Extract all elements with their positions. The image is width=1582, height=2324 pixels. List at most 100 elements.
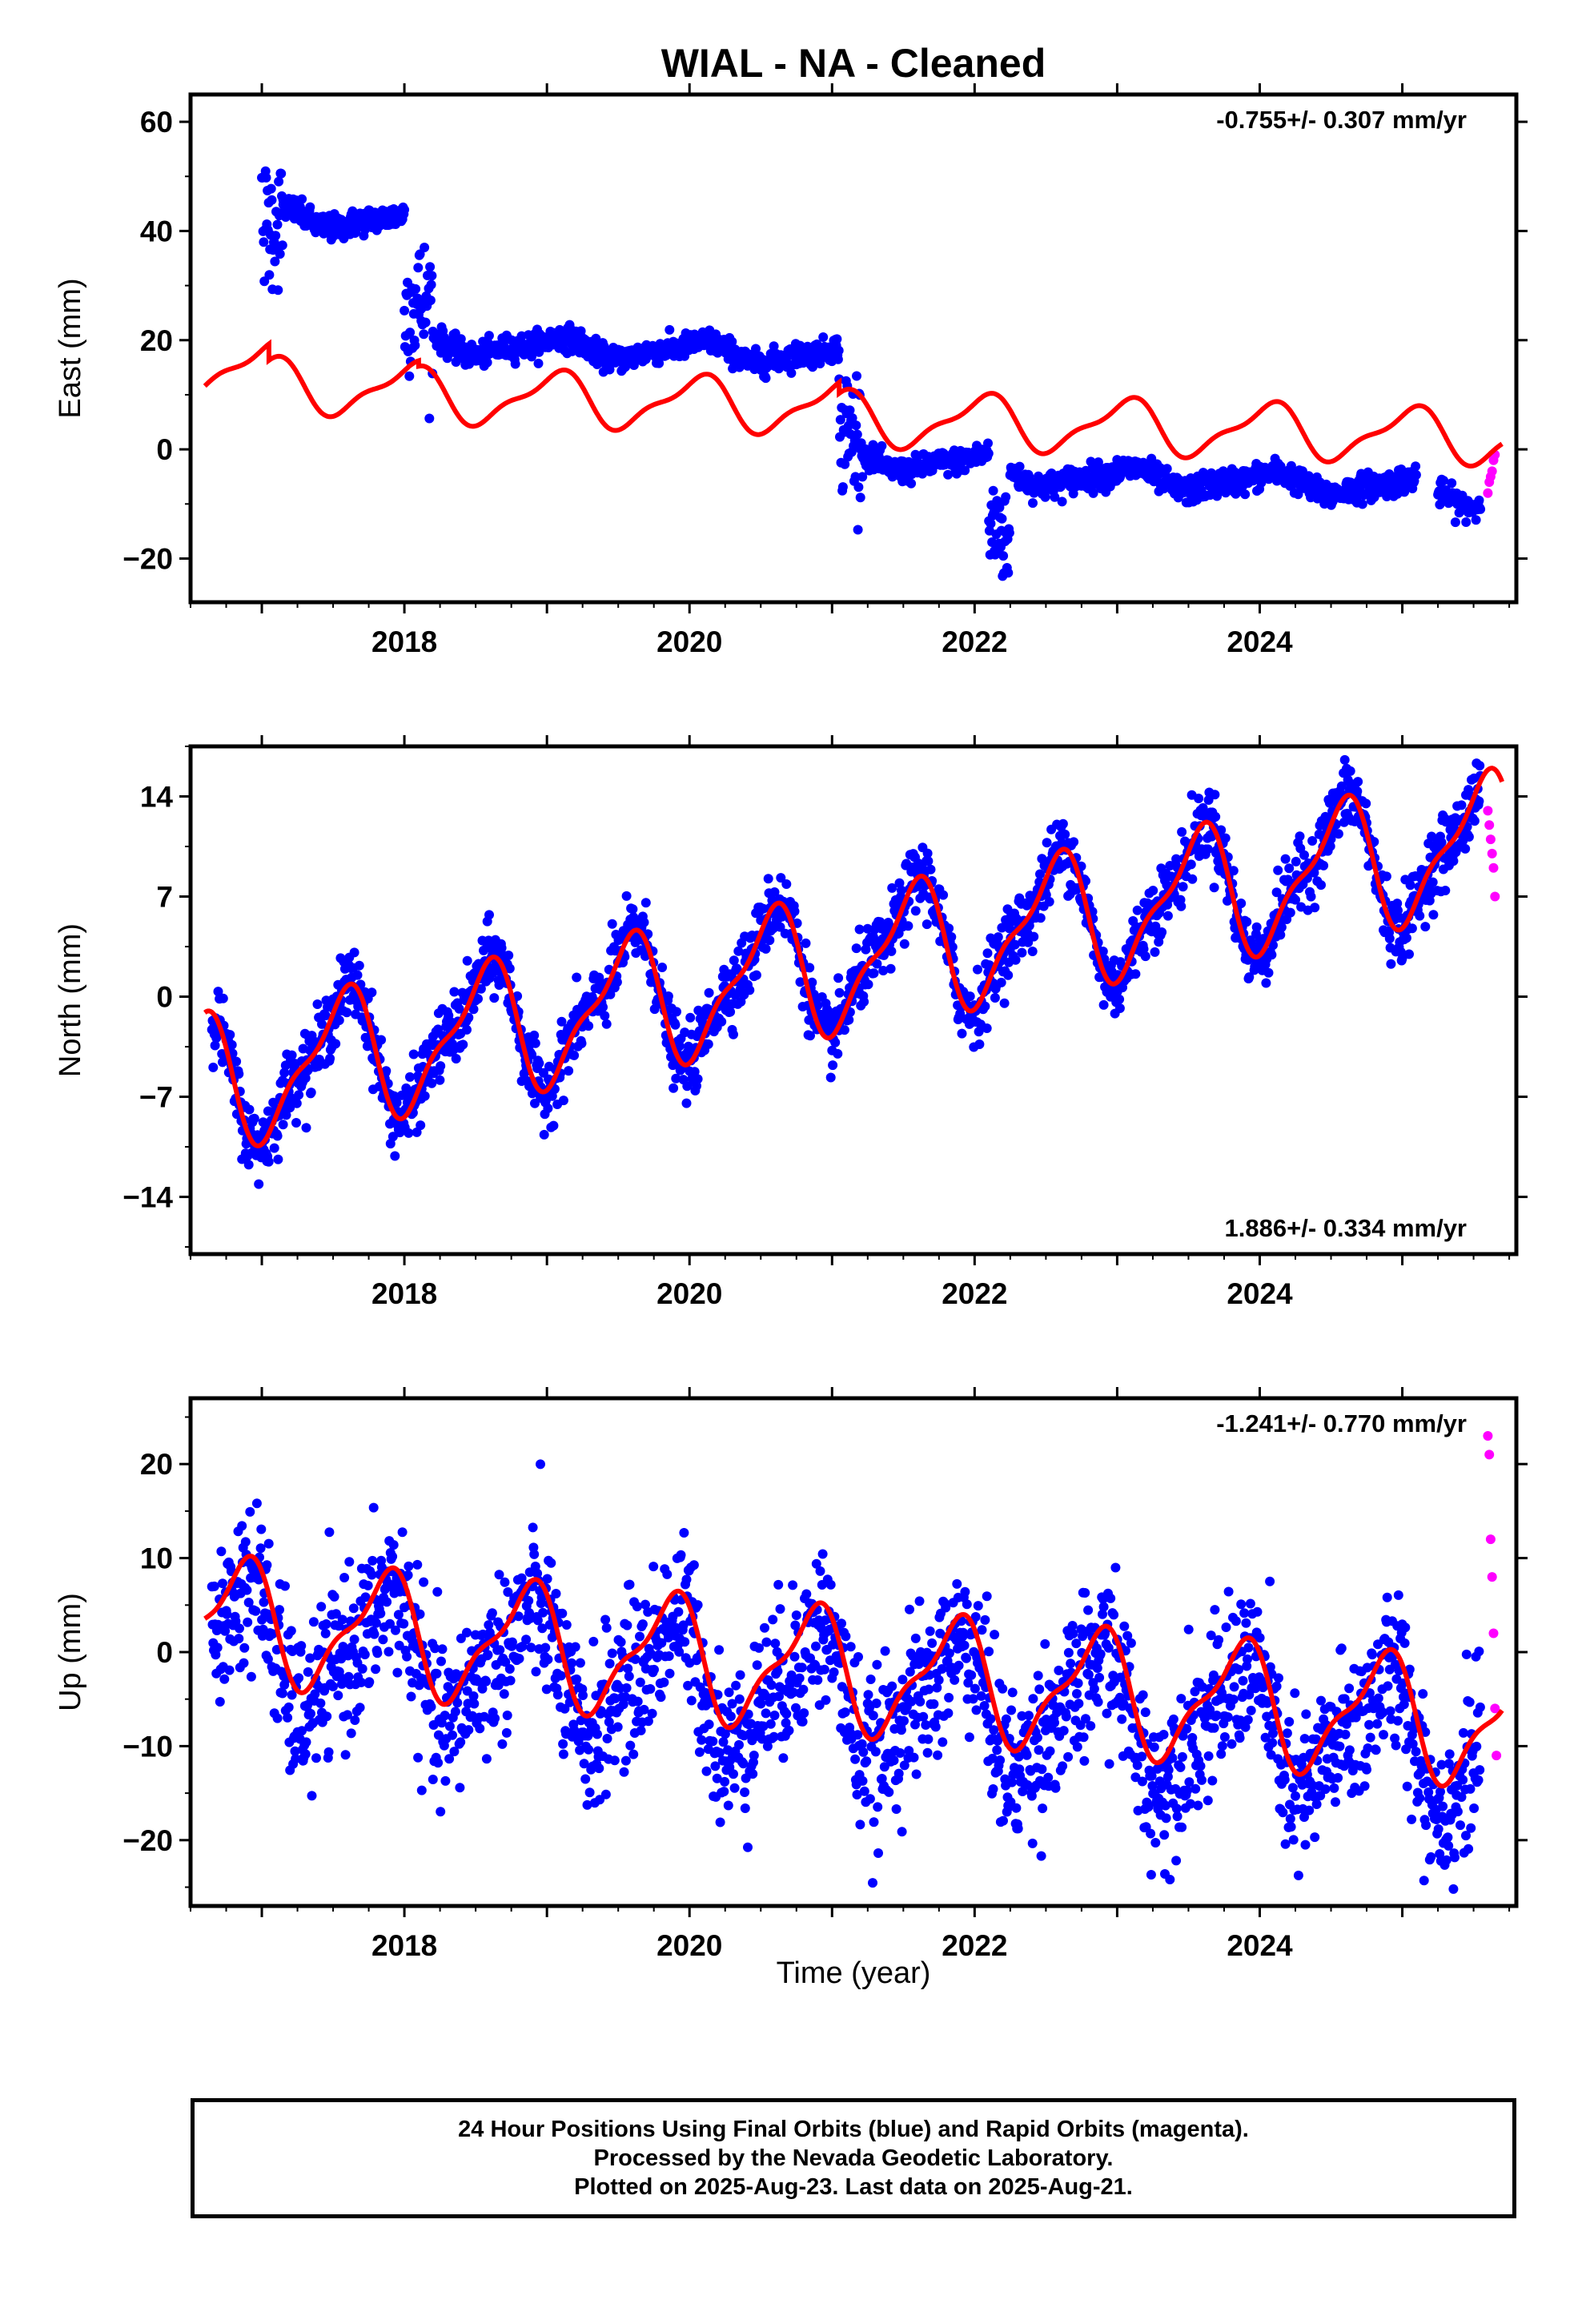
x-tick-label: 2018 xyxy=(371,625,437,658)
data-point xyxy=(499,1689,509,1699)
data-point xyxy=(211,50,220,60)
data-point xyxy=(272,219,283,230)
data-point xyxy=(630,1654,640,1664)
data-point xyxy=(582,1799,592,1810)
data-point xyxy=(305,202,315,212)
data-point xyxy=(305,1653,315,1663)
data-point xyxy=(355,1703,365,1713)
data-point xyxy=(974,1027,984,1037)
data-point xyxy=(1093,457,1103,468)
data-point xyxy=(1291,856,1301,866)
data-point xyxy=(807,977,817,987)
data-point xyxy=(419,1577,429,1587)
data-point xyxy=(452,1698,463,1708)
data-point xyxy=(234,1069,244,1079)
data-point xyxy=(397,1527,408,1538)
data-point xyxy=(247,52,257,62)
data-point xyxy=(343,1710,352,1720)
data-point xyxy=(473,994,483,1004)
data-point xyxy=(1461,517,1472,527)
data-point xyxy=(1404,949,1414,959)
data-point xyxy=(208,1062,219,1072)
data-point xyxy=(212,49,222,58)
data-point xyxy=(1316,880,1326,891)
data-point xyxy=(765,935,775,946)
data-point xyxy=(378,1634,388,1645)
data-point xyxy=(1361,798,1371,809)
data-point xyxy=(982,1023,992,1033)
data-point xyxy=(425,296,436,305)
data-point xyxy=(1088,488,1098,498)
rapid-point xyxy=(1484,820,1495,830)
data-point xyxy=(215,58,224,68)
data-point xyxy=(1001,492,1011,502)
data-point xyxy=(436,1807,446,1817)
data-point xyxy=(1276,922,1287,932)
data-point xyxy=(1336,781,1347,791)
data-point xyxy=(236,49,246,58)
data-point xyxy=(1017,947,1027,958)
data-point xyxy=(850,472,861,482)
data-point xyxy=(801,938,811,948)
data-point xyxy=(251,52,260,62)
data-point xyxy=(267,1629,278,1639)
data-point xyxy=(833,345,844,356)
data-point xyxy=(283,1702,294,1712)
data-point xyxy=(983,438,993,448)
y-tick-label: 7 xyxy=(156,881,173,914)
data-point xyxy=(245,1506,255,1517)
data-point xyxy=(573,1736,584,1747)
data-point xyxy=(231,50,241,60)
data-point xyxy=(306,1708,315,1719)
data-point xyxy=(507,1637,517,1647)
data-point xyxy=(263,1654,273,1664)
data-point xyxy=(607,919,617,929)
data-point xyxy=(1098,947,1108,956)
data-point xyxy=(1035,913,1046,923)
data-point xyxy=(275,1605,284,1615)
data-point xyxy=(795,977,805,987)
data-point xyxy=(1150,947,1160,957)
north-rate-label: 1.886+/- 0.334 mm/yr xyxy=(1225,1214,1467,1242)
data-point xyxy=(390,1151,400,1161)
data-point xyxy=(775,922,785,932)
data-point xyxy=(1242,917,1252,927)
data-point xyxy=(1150,921,1161,931)
data-point xyxy=(776,873,786,883)
data-point xyxy=(252,58,262,68)
data-point xyxy=(448,1730,457,1740)
data-point xyxy=(430,1643,440,1654)
data-point xyxy=(982,948,993,959)
data-point xyxy=(404,1128,414,1138)
data-point xyxy=(1069,837,1079,847)
data-point xyxy=(272,1131,283,1141)
data-point xyxy=(214,65,223,74)
data-point xyxy=(1474,796,1484,806)
data-point xyxy=(273,1154,283,1164)
data-point xyxy=(1450,517,1460,528)
data-point xyxy=(234,51,243,61)
data-point xyxy=(256,1524,267,1534)
data-point xyxy=(291,1754,301,1764)
data-point xyxy=(458,1039,468,1050)
data-point xyxy=(681,1098,692,1108)
data-point xyxy=(957,1028,967,1039)
data-point xyxy=(349,1634,359,1645)
data-point xyxy=(896,885,906,895)
data-point xyxy=(1325,841,1335,851)
data-point xyxy=(217,56,227,66)
x-tick-label: 2022 xyxy=(942,625,1007,658)
data-point xyxy=(346,1728,356,1739)
data-point xyxy=(224,57,234,66)
data-point xyxy=(1132,905,1142,915)
data-point xyxy=(1352,786,1363,797)
data-point xyxy=(830,1037,841,1047)
data-point xyxy=(561,1620,572,1630)
data-point xyxy=(482,357,492,368)
y-tick-label: 20 xyxy=(140,324,173,357)
data-point xyxy=(835,415,845,425)
data-point xyxy=(254,1179,264,1189)
data-point xyxy=(533,358,544,368)
data-point xyxy=(733,946,744,956)
